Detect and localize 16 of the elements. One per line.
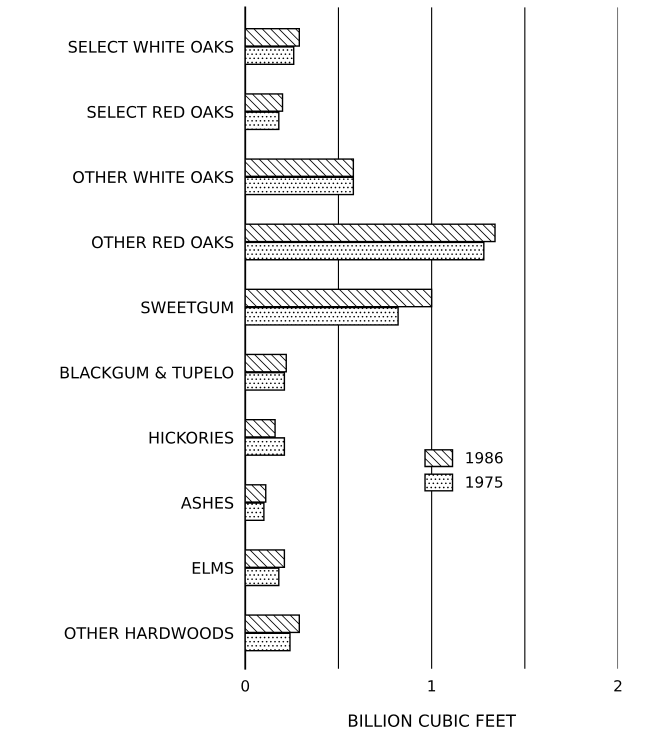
x-tick-label: 0 bbox=[241, 680, 250, 692]
legend-label: 1975 bbox=[466, 476, 502, 488]
y-tick-label: SELECT RED OAKS bbox=[88, 106, 234, 118]
y-tick-label: ELMS bbox=[192, 562, 234, 574]
y-tick-label: HICKORIES bbox=[150, 432, 234, 444]
x-tick-label: 1 bbox=[428, 680, 436, 692]
y-tick-label: SELECT WHITE OAKS bbox=[68, 40, 234, 53]
y-tick-label: OTHER RED OAKS bbox=[92, 236, 234, 248]
x-axis-title: BILLION CUBIC FEET bbox=[348, 714, 516, 727]
y-tick-label: OTHER HARDWOODS bbox=[64, 627, 234, 640]
legend-label: 1986 bbox=[466, 452, 503, 464]
y-tick-label: ASHES bbox=[180, 496, 234, 509]
x-tick-label: 2 bbox=[614, 680, 622, 692]
y-tick-label: SWEETGUM bbox=[141, 301, 233, 314]
y-tick-label: BLACKGUM & TUPELO bbox=[60, 366, 234, 379]
y-tick-label: OTHER WHITE OAKS bbox=[73, 171, 234, 184]
